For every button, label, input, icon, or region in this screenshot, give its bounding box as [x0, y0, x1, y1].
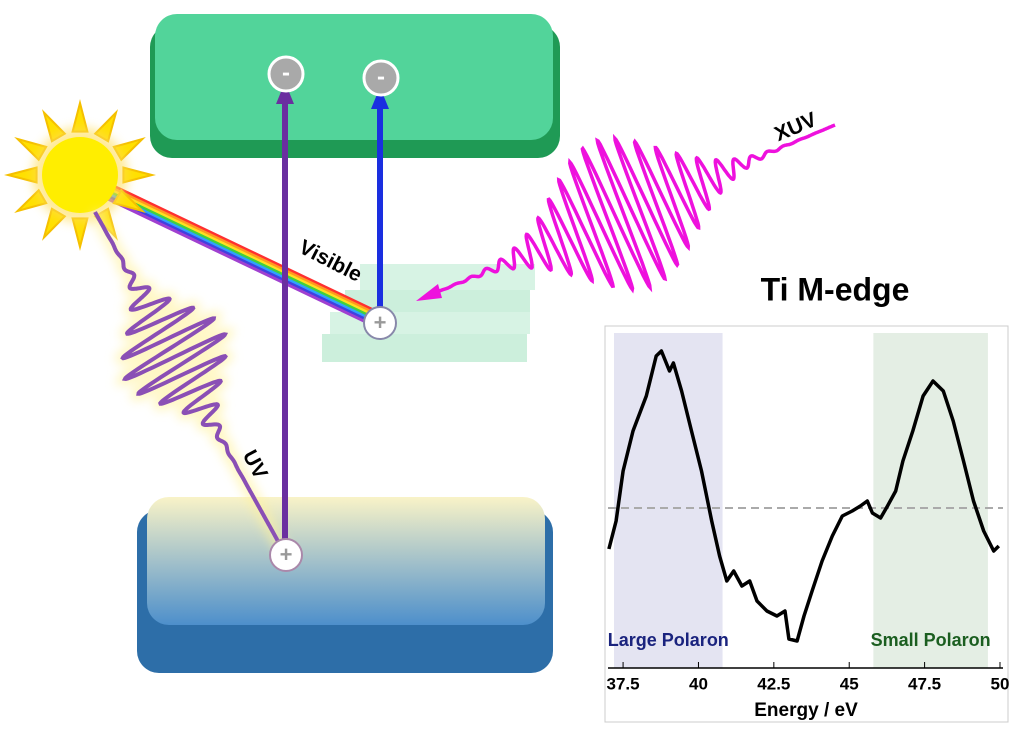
- valence-band: [147, 497, 545, 625]
- chart-title: Ti M-edge: [761, 271, 910, 307]
- charge-label: +: [374, 310, 387, 335]
- region-label: Large Polaron: [608, 630, 729, 650]
- visible-beam: [94, 188, 379, 327]
- charge-label: -: [282, 59, 290, 86]
- region: [614, 333, 723, 668]
- visible-beam: [94, 178, 379, 317]
- visible-beam: [94, 183, 379, 322]
- arrowhead: [276, 82, 294, 104]
- x-tick-label: 42.5: [757, 674, 790, 693]
- sun: [42, 137, 118, 213]
- x-tick-label: 40: [689, 674, 708, 693]
- xuv-arrowhead: [416, 284, 442, 301]
- charge-label: +: [280, 542, 293, 567]
- conduction-band: [155, 14, 553, 140]
- x-axis-label: Energy / eV: [754, 700, 858, 721]
- visible-beam: [94, 191, 379, 330]
- x-tick-label: 45: [840, 674, 859, 693]
- hole: [363, 306, 397, 340]
- electron: [362, 59, 400, 97]
- region-label: Small Polaron: [871, 630, 991, 650]
- x-tick-label: 47.5: [908, 674, 941, 693]
- visible-beam: [94, 181, 379, 319]
- wave: [427, 123, 836, 298]
- x-tick-label: 37.5: [607, 674, 640, 693]
- wave: [93, 211, 286, 553]
- visible-beam: [94, 175, 379, 314]
- spectrum-line: [607, 349, 1001, 643]
- arrowhead: [371, 87, 389, 109]
- electron: [267, 55, 305, 93]
- hole: [269, 538, 303, 572]
- charge-label: -: [377, 63, 385, 90]
- x-tick-label: 50: [991, 674, 1010, 693]
